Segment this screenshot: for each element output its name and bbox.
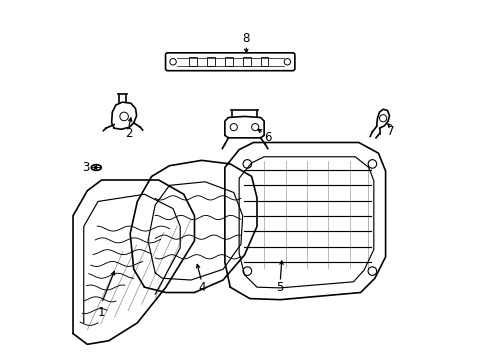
Circle shape [367,159,376,168]
Bar [206,58,214,66]
Ellipse shape [91,165,101,170]
Circle shape [243,267,251,275]
Circle shape [251,123,258,131]
Text: 5: 5 [276,281,284,294]
Text: 6: 6 [264,131,271,144]
Text: 3: 3 [81,161,89,174]
FancyBboxPatch shape [165,53,294,71]
Text: 8: 8 [242,32,249,45]
Text: 1: 1 [98,306,105,319]
Text: 2: 2 [124,127,132,140]
Circle shape [169,59,176,65]
Circle shape [379,114,386,122]
Text: 7: 7 [386,125,394,138]
Bar [260,58,268,66]
Bar [242,58,250,66]
Circle shape [230,123,237,131]
Bar [189,58,197,66]
Circle shape [120,112,128,121]
Bar [224,58,232,66]
Circle shape [284,59,290,65]
Circle shape [243,159,251,168]
Circle shape [367,267,376,275]
Text: 4: 4 [198,281,205,294]
